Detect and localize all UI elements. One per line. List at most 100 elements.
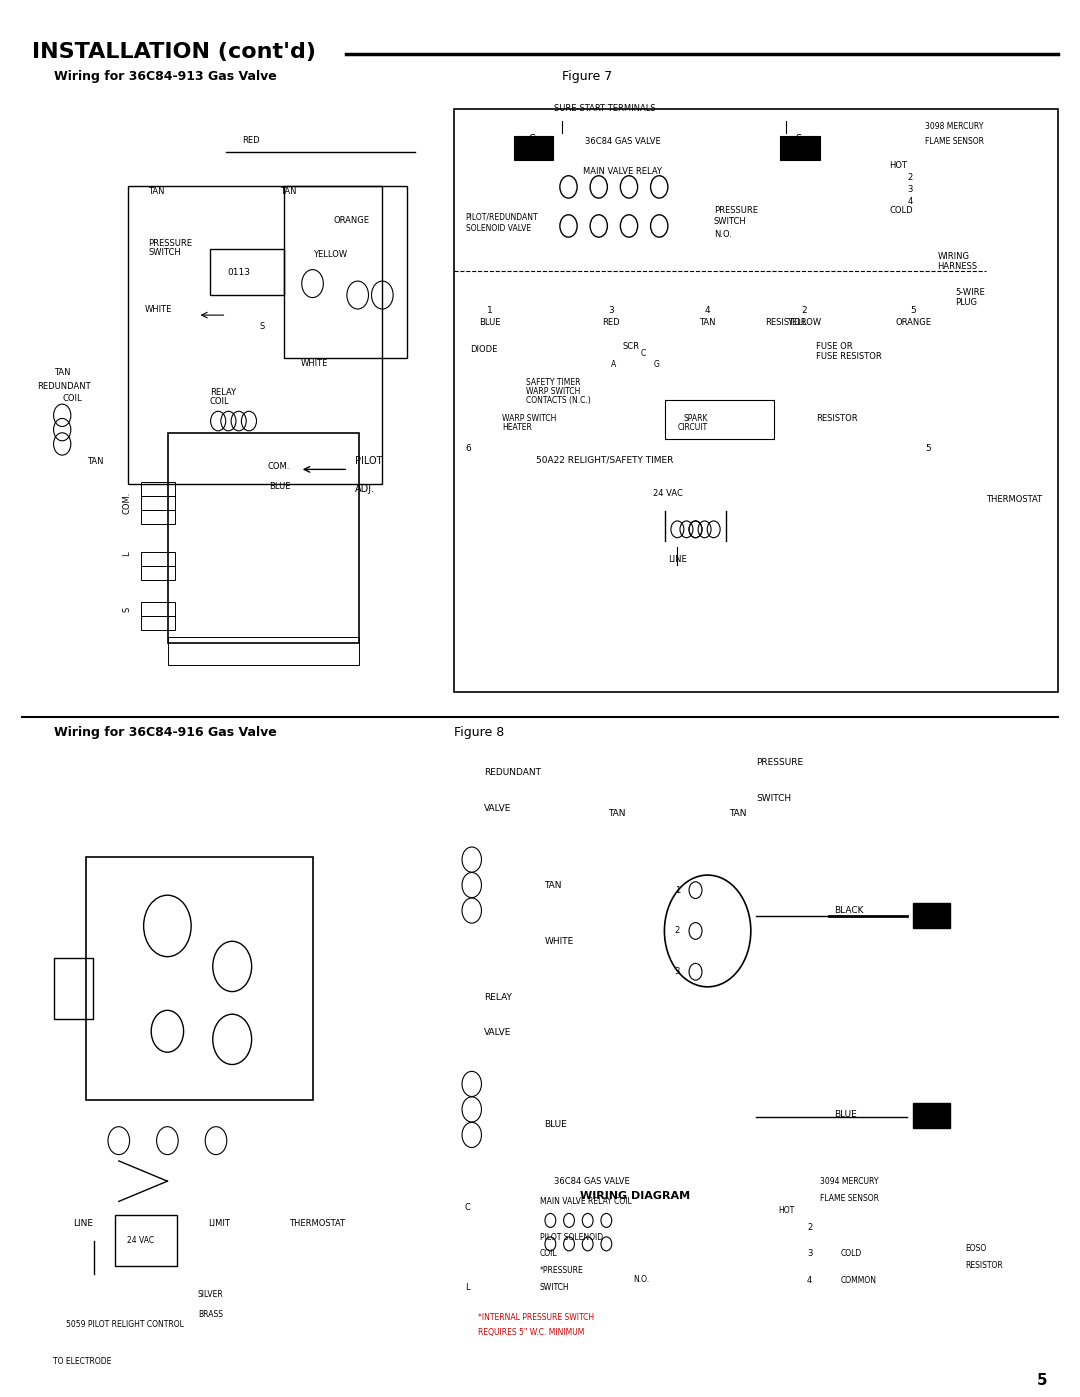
Text: 24 VAC: 24 VAC	[653, 489, 683, 497]
Text: TAN: TAN	[544, 880, 562, 890]
Text: 5-WIRE: 5-WIRE	[956, 288, 985, 296]
Text: HARNESS: HARNESS	[937, 261, 977, 271]
Text: TO ELECTRODE: TO ELECTRODE	[53, 1356, 111, 1366]
Text: 2: 2	[675, 926, 680, 936]
Text: PRESSURE: PRESSURE	[148, 239, 192, 249]
Text: BRASS: BRASS	[198, 1310, 222, 1319]
Text: 5: 5	[910, 306, 916, 314]
Bar	[140, 552, 175, 566]
Text: SCR: SCR	[623, 342, 640, 351]
Bar	[780, 136, 820, 159]
Bar	[914, 1102, 949, 1129]
Text: ADJ.: ADJ.	[355, 483, 375, 495]
Text: COIL: COIL	[210, 397, 230, 405]
Text: 5: 5	[1037, 1373, 1048, 1387]
Bar	[127, 186, 382, 485]
Bar	[86, 858, 313, 1101]
Text: 5: 5	[926, 444, 931, 453]
Text: S: S	[122, 606, 132, 612]
Text: YELLOW: YELLOW	[312, 250, 347, 260]
Text: 1: 1	[487, 306, 492, 314]
Text: SWITCH: SWITCH	[714, 218, 746, 226]
Text: DIODE: DIODE	[470, 345, 498, 353]
Text: VALVE: VALVE	[484, 805, 511, 813]
Text: RESISTOR: RESISTOR	[966, 1261, 1003, 1270]
Text: A: A	[611, 359, 616, 369]
Text: 3: 3	[807, 1249, 812, 1259]
Text: C: C	[529, 134, 536, 144]
Text: FLAME SENSOR: FLAME SENSOR	[820, 1194, 879, 1203]
Text: 3098 MERCURY: 3098 MERCURY	[926, 123, 984, 131]
Text: REQUIRES 5" W.C. MINIMUM: REQUIRES 5" W.C. MINIMUM	[477, 1329, 584, 1337]
Text: THERMOSTAT: THERMOSTAT	[986, 495, 1042, 504]
Text: C: C	[642, 349, 646, 359]
Text: COLD: COLD	[840, 1249, 862, 1259]
Text: RED: RED	[602, 317, 620, 327]
Text: TAN: TAN	[700, 317, 716, 327]
Bar	[168, 433, 359, 643]
Bar	[284, 186, 407, 358]
Text: REDUNDANT: REDUNDANT	[484, 768, 541, 777]
Text: 6: 6	[465, 444, 472, 453]
Text: SURE-START TERMINALS: SURE-START TERMINALS	[554, 105, 656, 113]
Text: HOT: HOT	[889, 162, 907, 170]
Text: S: S	[795, 134, 801, 144]
Text: MAIN VALVE RELAY COIL: MAIN VALVE RELAY COIL	[540, 1197, 632, 1207]
Text: BLUE: BLUE	[544, 1120, 567, 1129]
Text: WHITE: WHITE	[544, 936, 573, 946]
Text: LIMIT: LIMIT	[207, 1220, 230, 1228]
Text: RELAY: RELAY	[484, 993, 512, 1002]
Text: INSTALLATION (cont'd): INSTALLATION (cont'd)	[32, 42, 316, 61]
Text: LINE: LINE	[73, 1220, 94, 1228]
Bar	[168, 637, 359, 665]
Text: N.O.: N.O.	[714, 231, 731, 239]
Text: RESISTOR: RESISTOR	[766, 317, 807, 327]
Text: SWITCH: SWITCH	[148, 247, 181, 257]
Bar	[140, 602, 175, 616]
Text: 36C84 GAS VALVE: 36C84 GAS VALVE	[554, 1178, 630, 1186]
Text: EOSO: EOSO	[966, 1245, 986, 1253]
Bar	[54, 958, 93, 1020]
Text: YELLOW: YELLOW	[787, 317, 822, 327]
Text: COIL: COIL	[540, 1249, 557, 1259]
Text: WIRING: WIRING	[937, 251, 970, 260]
Text: 4: 4	[705, 306, 711, 314]
Text: CIRCUIT: CIRCUIT	[677, 423, 707, 432]
Text: SWITCH: SWITCH	[540, 1282, 569, 1292]
Text: RESISTOR: RESISTOR	[816, 414, 859, 423]
Text: THERMOSTAT: THERMOSTAT	[289, 1220, 346, 1228]
Bar	[914, 902, 949, 929]
Text: 1: 1	[675, 886, 680, 894]
Bar	[210, 249, 284, 295]
Text: SAFETY TIMER: SAFETY TIMER	[526, 377, 581, 387]
Text: 2: 2	[801, 306, 807, 314]
Text: WHITE: WHITE	[300, 359, 327, 369]
Text: Wiring for 36C84-913 Gas Valve: Wiring for 36C84-913 Gas Valve	[54, 70, 276, 84]
Text: SPARK: SPARK	[684, 414, 707, 423]
Text: WHITE: WHITE	[145, 305, 172, 314]
Text: BLUE: BLUE	[480, 317, 501, 327]
Text: 2: 2	[907, 173, 913, 183]
Bar	[114, 1215, 177, 1266]
Text: ORANGE: ORANGE	[895, 317, 931, 327]
Text: TAN: TAN	[729, 809, 746, 819]
Text: TAN: TAN	[280, 187, 296, 197]
Text: G: G	[653, 359, 659, 369]
Text: PILOT: PILOT	[355, 455, 382, 467]
Text: LINE: LINE	[669, 555, 687, 564]
Text: TAN: TAN	[608, 809, 625, 819]
Text: 36C84 GAS VALVE: 36C84 GAS VALVE	[585, 137, 661, 147]
Text: FLAME SENSOR: FLAME SENSOR	[926, 137, 984, 147]
Text: Figure 7: Figure 7	[562, 70, 612, 84]
Text: ORANGE: ORANGE	[333, 217, 369, 225]
Text: TAN: TAN	[86, 457, 104, 465]
Text: 24 VAC: 24 VAC	[127, 1236, 154, 1245]
Text: COM.: COM.	[122, 492, 132, 514]
Text: WARP SWITCH: WARP SWITCH	[502, 414, 556, 423]
Text: SOLENOID VALVE: SOLENOID VALVE	[465, 225, 531, 233]
Text: PLUG: PLUG	[956, 298, 977, 307]
Text: MAIN VALVE RELAY: MAIN VALVE RELAY	[583, 168, 662, 176]
Bar	[514, 136, 553, 159]
Text: *PRESSURE: *PRESSURE	[540, 1266, 584, 1275]
Text: 3: 3	[907, 186, 913, 194]
